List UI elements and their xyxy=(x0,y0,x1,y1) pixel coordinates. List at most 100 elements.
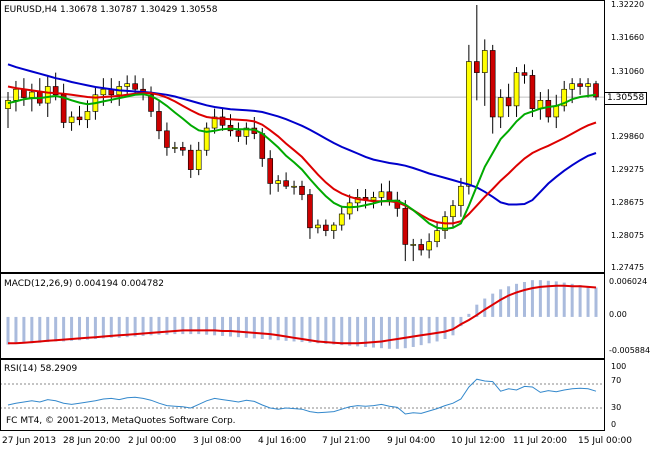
candle-body xyxy=(338,213,345,226)
macd-histogram-bar xyxy=(244,316,248,338)
time-label: 28 Jun 20:00 xyxy=(63,436,121,446)
candle-body xyxy=(418,244,424,251)
macd-histogram-bar xyxy=(221,316,225,336)
macd-histogram-bar xyxy=(499,289,503,317)
time-axis: 27 Jun 2013 28 Jun 20:00 2 Jul 00:00 3 J… xyxy=(0,431,650,450)
candle-body xyxy=(370,197,377,201)
macd-histogram-bar xyxy=(308,316,312,343)
candle-body xyxy=(52,86,59,96)
rsi-axis-label: 100 xyxy=(611,362,627,371)
macd-histogram-bar xyxy=(356,316,360,347)
macd-histogram-bar xyxy=(467,313,471,317)
price-axis-label: 1.32220 xyxy=(611,0,645,9)
candle-body xyxy=(481,50,488,73)
rsi-pane[interactable]: RSI(14) 58.2909 FC MT4, © 2001-2013, Met… xyxy=(0,360,604,430)
candle-body xyxy=(577,83,583,87)
macd-histogram-bar xyxy=(332,316,336,345)
time-label: 10 Jul 12:00 xyxy=(451,436,505,446)
macd-histogram-bar xyxy=(515,283,519,317)
macd-histogram-bar xyxy=(157,316,161,335)
macd-histogram-bar xyxy=(236,316,240,338)
macd-histogram-bar xyxy=(554,281,558,317)
macd-histogram-bar xyxy=(125,316,129,338)
candle-body xyxy=(211,116,218,129)
candle-body xyxy=(529,75,536,109)
time-label: 11 Jul 20:00 xyxy=(513,436,567,446)
candle-body xyxy=(164,130,170,148)
ma-slow-line xyxy=(7,63,597,206)
time-label: 15 Jul 00:00 xyxy=(578,436,632,446)
time-label: 27 Jun 2013 xyxy=(2,436,57,446)
price-chart xyxy=(0,5,604,262)
candle-body xyxy=(561,88,568,107)
macd-histogram-bar xyxy=(173,316,177,335)
macd-histogram-bar xyxy=(570,283,574,317)
macd-histogram-bar xyxy=(197,316,201,335)
macd-histogram-bar xyxy=(22,316,26,344)
macd-histogram-bar xyxy=(54,316,58,342)
candle-body xyxy=(378,191,385,198)
price-axis-label: 1.29275 xyxy=(611,165,645,174)
macd-histogram-bar xyxy=(133,316,137,337)
candle-body xyxy=(323,224,329,231)
macd-histogram-bar xyxy=(522,281,526,317)
macd-histogram-bar xyxy=(546,280,550,317)
macd-histogram-bar xyxy=(260,316,264,339)
candle-body xyxy=(259,133,266,159)
ma-fast-line xyxy=(7,93,597,230)
candle-body xyxy=(195,149,202,170)
macd-histogram-bar xyxy=(46,316,50,343)
candle-body xyxy=(180,147,186,151)
price-axis-label: 1.28075 xyxy=(611,231,645,240)
macd-histogram-bar xyxy=(30,316,34,344)
candle-body xyxy=(545,100,552,118)
macd-histogram-bar xyxy=(189,316,193,335)
candle-body xyxy=(426,241,432,251)
macd-histogram-bar xyxy=(284,316,288,341)
candle-body xyxy=(203,127,210,151)
candle-body xyxy=(513,72,520,107)
price-pane[interactable]: EURUSD,H4 1.30678 1.30787 1.30429 1.3055… xyxy=(0,0,604,272)
candle-body xyxy=(29,91,35,98)
candle-body xyxy=(148,94,154,112)
macd-histogram-bar xyxy=(213,316,217,336)
candle-body xyxy=(553,105,560,118)
copyright-text: FC MT4, © 2001-2013, MetaQuotes Software… xyxy=(6,416,236,426)
macd-histogram-bar xyxy=(101,316,105,339)
macd-histogram-bar xyxy=(165,316,169,335)
macd-histogram-bar xyxy=(387,316,391,349)
time-label: 2 Jul 00:00 xyxy=(128,436,177,446)
macd-histogram-bar xyxy=(435,316,439,342)
candle-body xyxy=(124,83,130,87)
macd-histogram-bar xyxy=(14,316,18,344)
candle-body xyxy=(299,185,305,195)
candle-body xyxy=(458,185,464,206)
candle-body xyxy=(235,130,242,137)
candle-body xyxy=(315,224,321,229)
macd-histogram-bar xyxy=(411,316,415,347)
candle-body xyxy=(466,61,472,187)
macd-histogram-bar xyxy=(538,280,542,317)
macd-histogram-bar xyxy=(38,316,42,343)
ma-mid-line xyxy=(7,85,597,225)
macd-histogram-bar xyxy=(379,316,383,349)
macd-axis-label: 0.006024 xyxy=(609,277,648,286)
macd-histogram-bar xyxy=(483,298,487,317)
current-price-label: 1.30558 xyxy=(604,92,648,105)
rsi-axis-label: 30 xyxy=(611,403,622,412)
candle-body xyxy=(593,83,599,98)
macd-histogram-bar xyxy=(451,316,455,336)
macd-histogram-bar xyxy=(427,316,431,344)
candle-body xyxy=(275,180,281,184)
candle-body xyxy=(76,116,83,121)
time-label: 9 Jul 04:00 xyxy=(387,436,436,446)
macd-pane[interactable]: MACD(12,26,9) 0.004194 0.004782 xyxy=(0,274,604,358)
candle-body xyxy=(330,224,337,231)
macd-histogram-bar xyxy=(395,316,399,349)
rsi-axis-label: 0 xyxy=(611,420,617,429)
candle-body xyxy=(434,230,440,242)
macd-histogram-bar xyxy=(530,280,534,317)
candle-body xyxy=(569,83,575,90)
candle-body xyxy=(44,86,51,104)
macd-histogram-bar xyxy=(562,282,566,317)
